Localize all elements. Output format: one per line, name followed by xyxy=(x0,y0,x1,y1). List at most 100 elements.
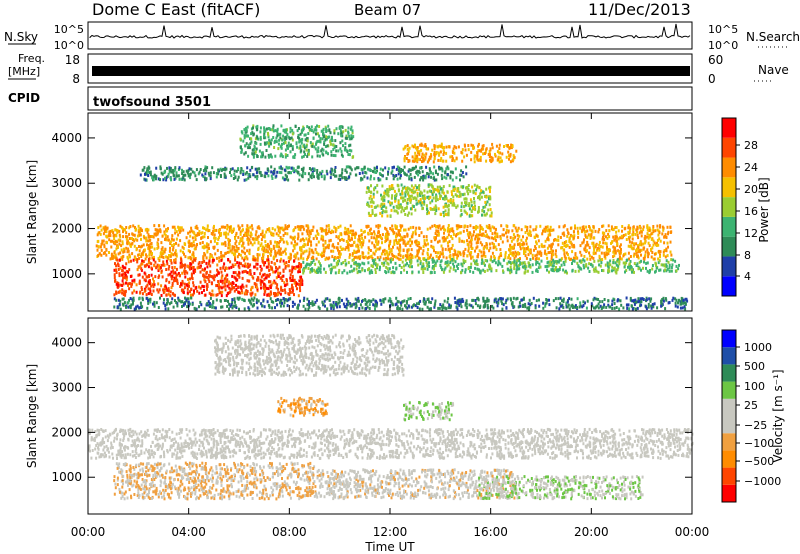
power-cell xyxy=(173,177,176,181)
power-cell xyxy=(275,299,277,302)
power-cell xyxy=(460,225,463,228)
power-cell xyxy=(386,230,389,234)
power-cell xyxy=(582,225,585,229)
power-cell xyxy=(243,270,246,274)
power-cell xyxy=(370,174,372,178)
power-cell xyxy=(282,240,285,244)
power-cell xyxy=(458,225,461,229)
power-cell xyxy=(98,231,101,235)
power-cell xyxy=(447,226,450,230)
power-cell xyxy=(189,277,191,281)
power-cell xyxy=(237,175,240,179)
power-cell xyxy=(253,296,256,300)
power-cell xyxy=(401,236,404,240)
power-cell xyxy=(161,172,164,176)
power-cell xyxy=(105,247,108,251)
power-cell xyxy=(162,288,165,292)
power-cell xyxy=(164,176,166,180)
power-cell xyxy=(344,128,347,132)
power-cell xyxy=(414,240,417,244)
power-cell xyxy=(459,302,462,306)
power-cell xyxy=(504,256,507,260)
power-cell xyxy=(475,246,478,250)
power-cell xyxy=(652,225,655,228)
power-cell xyxy=(169,169,172,172)
power-cell xyxy=(677,267,680,271)
power-cell xyxy=(296,170,299,174)
power-cell xyxy=(331,229,333,233)
power-cell xyxy=(494,245,497,249)
power-cell xyxy=(538,257,540,261)
power-cell xyxy=(279,236,282,239)
power-cell xyxy=(229,282,232,286)
power-cell xyxy=(444,237,447,241)
power-cell xyxy=(308,252,311,256)
power-cell xyxy=(106,226,109,230)
power-cell xyxy=(590,263,592,266)
power-cell xyxy=(452,253,455,257)
power-cell xyxy=(439,260,442,264)
power-cell xyxy=(148,166,151,170)
power-cell xyxy=(337,225,340,229)
power-cell xyxy=(675,269,678,273)
power-cell xyxy=(296,251,299,255)
power-cell xyxy=(172,238,175,242)
power-cell xyxy=(223,262,226,266)
power-cell xyxy=(359,178,362,182)
power-cell xyxy=(551,269,554,272)
power-cell xyxy=(595,305,598,309)
power-cell xyxy=(254,282,257,286)
power-cell xyxy=(209,174,212,178)
power-cell xyxy=(613,298,616,302)
power-cell xyxy=(122,276,125,280)
power-cell xyxy=(182,250,184,254)
power-cell xyxy=(620,247,622,251)
power-cell xyxy=(252,258,255,262)
power-cell xyxy=(196,266,199,270)
power-cell xyxy=(124,271,126,275)
power-cell xyxy=(241,131,244,135)
power-cell xyxy=(183,286,186,290)
power-cell xyxy=(431,266,434,270)
power-cell xyxy=(304,264,307,268)
power-cell xyxy=(207,300,210,304)
power-cell xyxy=(129,255,131,259)
power-cell xyxy=(507,230,510,234)
nsearch-label: N.Search xyxy=(746,30,800,44)
power-cell xyxy=(204,253,207,257)
power-cell xyxy=(404,228,407,232)
power-cell xyxy=(609,259,612,263)
power-cell xyxy=(477,298,480,302)
power-cell xyxy=(98,252,101,256)
power-cell xyxy=(127,247,130,251)
power-cell xyxy=(563,241,566,244)
power-cell xyxy=(413,175,416,179)
power-cell xyxy=(497,243,500,247)
power-cell xyxy=(324,239,327,243)
power-cell xyxy=(592,251,595,255)
power-cell xyxy=(648,271,651,275)
power-cell xyxy=(562,268,565,272)
power-cell xyxy=(180,177,183,181)
power-cell xyxy=(665,236,668,239)
power-cell xyxy=(254,233,257,237)
power-cell xyxy=(311,269,313,273)
power-cell xyxy=(103,251,106,255)
power-cell xyxy=(456,224,459,228)
power-cell xyxy=(233,248,236,252)
power-cell xyxy=(656,238,659,242)
power-cell xyxy=(555,306,558,310)
power-cell xyxy=(238,261,241,265)
power-cell xyxy=(173,276,176,280)
power-cell xyxy=(203,274,206,278)
power-cell xyxy=(201,173,204,177)
power-cell xyxy=(125,305,128,309)
power-cell xyxy=(300,275,303,279)
power-cell xyxy=(214,274,216,278)
power-cell xyxy=(196,243,198,246)
power-cell xyxy=(382,298,385,302)
power-cell xyxy=(636,225,639,229)
power-cell xyxy=(635,307,637,311)
power-cell xyxy=(458,299,461,303)
power-cell xyxy=(256,306,259,310)
